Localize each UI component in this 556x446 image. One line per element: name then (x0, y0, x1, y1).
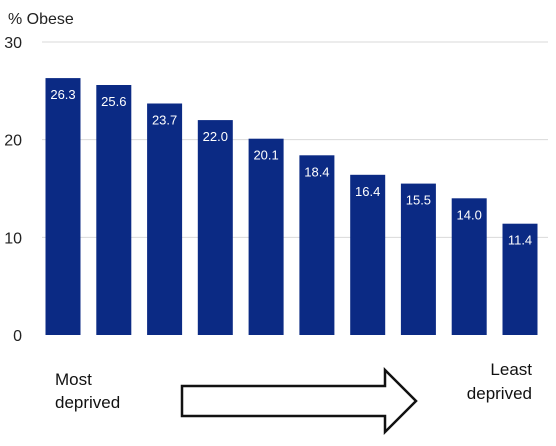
bar (502, 223, 538, 335)
bar (350, 174, 386, 335)
bar (451, 198, 487, 335)
bar (400, 183, 436, 335)
annotation-least-line2: deprived (467, 384, 532, 403)
annotation-most-line1: Most (55, 370, 92, 389)
y-axis-ticks: 0 10 20 30 (4, 35, 22, 345)
bar-value-label: 11.4 (508, 233, 532, 248)
bar (299, 155, 335, 335)
annotation-least-line1: Least (490, 360, 532, 379)
bar (45, 78, 81, 335)
y-tick-label: 30 (4, 35, 22, 52)
y-axis-label: % Obese (8, 11, 74, 28)
bar (96, 85, 132, 335)
bar-value-label: 25.6 (101, 94, 126, 109)
bar-value-label: 23.7 (152, 113, 177, 128)
value-labels: 26.3 25.6 23.7 22.0 20.1 18.4 16.4 15.5 14.0 11.4 (50, 87, 532, 248)
bar (248, 138, 284, 335)
direction-arrow-icon (180, 366, 418, 436)
y-tick-label: 10 (4, 230, 22, 247)
bars (45, 78, 538, 335)
bar (147, 103, 183, 335)
bar-value-label: 20.1 (253, 148, 278, 163)
annotation-most-line2: deprived (55, 393, 120, 412)
bar-value-label: 16.4 (355, 184, 380, 199)
bar-value-label: 14.0 (457, 207, 482, 222)
y-tick-label: 20 (4, 133, 22, 150)
bar-value-label: 18.4 (304, 164, 329, 179)
bar-value-label: 26.3 (50, 87, 75, 102)
bar-value-label: 22.0 (203, 129, 228, 144)
y-tick-label: 0 (13, 328, 22, 345)
bar (197, 120, 233, 335)
bar-value-label: 15.5 (406, 193, 431, 208)
